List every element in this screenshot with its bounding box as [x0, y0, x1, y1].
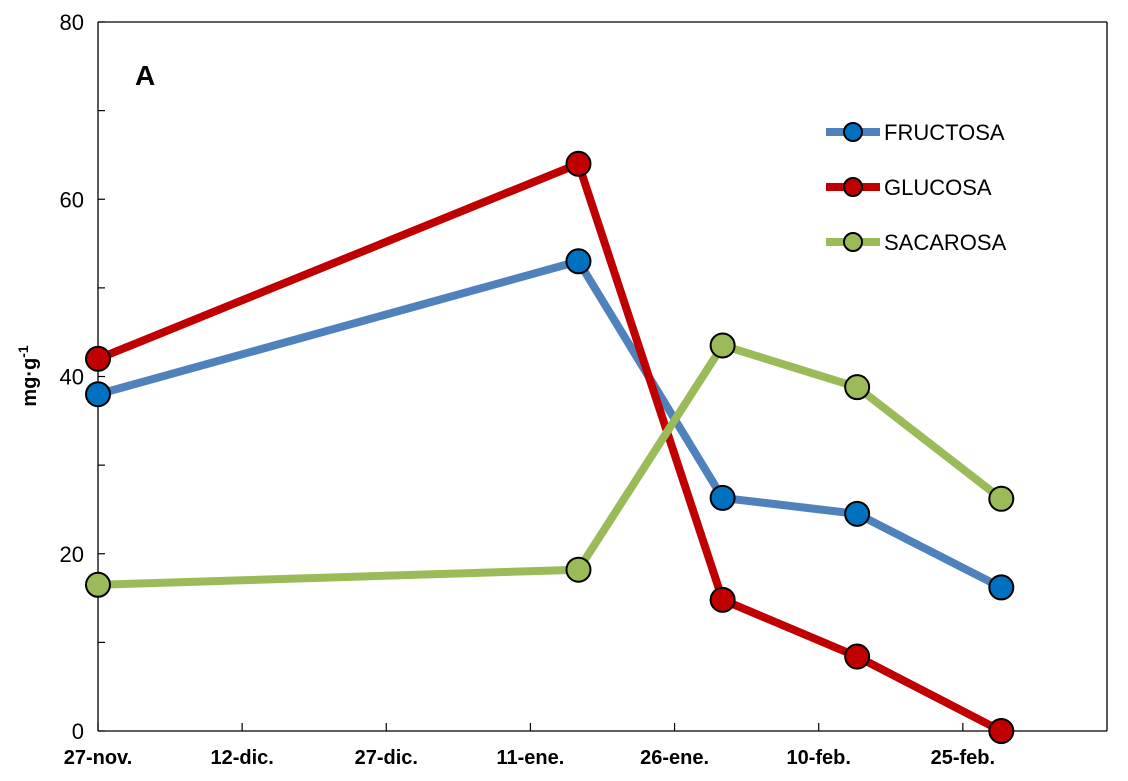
- data-point-fructosa: [844, 500, 871, 527]
- data-point-glucosa: [988, 718, 1015, 744]
- panel-label: A: [135, 60, 155, 91]
- legend-marker-sacarosa: [843, 232, 863, 252]
- series-markers: [85, 150, 1015, 744]
- y-ticks: 0 20 40 60 80: [60, 10, 105, 744]
- data-point-sacarosa: [565, 556, 592, 583]
- data-point-fructosa: [709, 484, 736, 511]
- y-tick-label: 20: [60, 542, 84, 567]
- series-lines: [94, 159, 1006, 735]
- x-tick-label: 27-dic.: [355, 747, 418, 769]
- x-tick-label: 26-ene.: [640, 747, 709, 769]
- x-tick-label: 27-nov.: [64, 747, 133, 769]
- data-point-fructosa: [988, 574, 1015, 601]
- legend-label-sacarosa: SACAROSA: [884, 230, 1007, 255]
- y-tick-label: 40: [60, 365, 84, 390]
- data-point-sacarosa: [844, 374, 871, 401]
- data-point-glucosa: [85, 345, 111, 372]
- legend-label-glucosa: GLUCOSA: [884, 175, 992, 200]
- legend-marker-fructosa: [843, 122, 863, 142]
- data-point-sacarosa: [709, 332, 736, 359]
- data-point-sacarosa: [85, 571, 111, 598]
- y-tick-label: 60: [60, 187, 84, 212]
- x-tick-label: 25-feb.: [931, 747, 995, 769]
- x-tick-label: 10-feb.: [786, 747, 850, 769]
- y-axis-title: mg·g-1: [15, 345, 41, 407]
- series-line-glucosa: [94, 159, 1006, 735]
- y-tick-label: 80: [60, 10, 84, 35]
- legend-marker-glucosa: [843, 177, 863, 197]
- legend: FRUCTOSA GLUCOSA SACAROSA: [826, 120, 1007, 255]
- legend-label-fructosa: FRUCTOSA: [884, 120, 1005, 145]
- x-ticks: 27-nov. 12-dic. 27-dic. 11-ene. 26-ene. 10-fe…: [64, 723, 995, 769]
- x-tick-label: 12-dic.: [210, 747, 273, 769]
- data-point-glucosa: [565, 150, 592, 177]
- data-point-glucosa: [844, 643, 871, 670]
- data-point-sacarosa: [988, 485, 1015, 512]
- y-tick-label: 0: [72, 719, 84, 744]
- data-point-glucosa: [709, 586, 736, 613]
- x-tick-label: 11-ene.: [497, 747, 565, 769]
- data-point-fructosa: [565, 248, 592, 275]
- data-point-fructosa: [85, 381, 111, 408]
- series-line-fructosa: [94, 257, 1006, 592]
